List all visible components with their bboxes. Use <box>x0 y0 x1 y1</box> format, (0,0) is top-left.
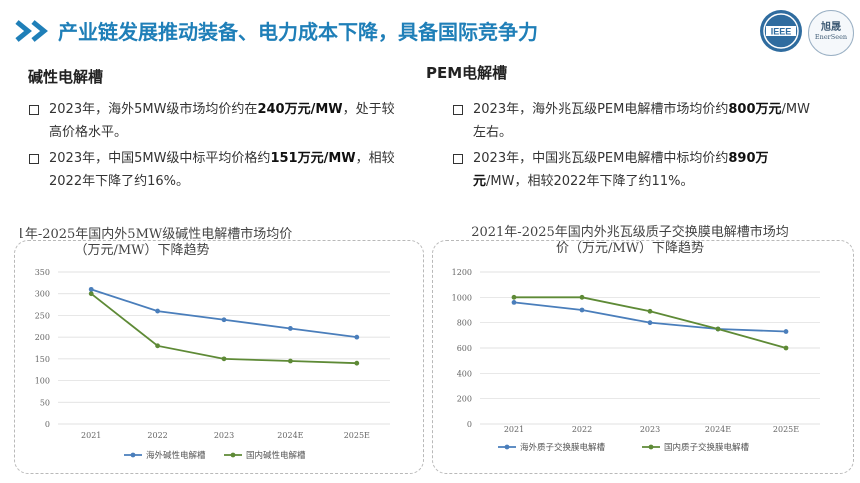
y-tick-label: 100 <box>35 377 50 386</box>
data-point <box>288 358 293 364</box>
data-point <box>579 307 585 313</box>
logo-left-text: IEEE <box>771 27 792 37</box>
pem-chart-card <box>432 240 854 474</box>
y-tick-label: 600 <box>457 344 472 353</box>
company-logo-right: 旭晟 EnerSeen <box>808 10 854 56</box>
bullet-square-icon <box>453 105 463 115</box>
bullet-square-icon <box>29 154 39 164</box>
y-tick-label: 50 <box>40 398 50 407</box>
legend-label: 国内质子交换膜电解槽 <box>664 442 750 453</box>
data-point <box>221 317 227 323</box>
x-tick-label: 2025E <box>344 431 370 440</box>
data-point <box>88 291 94 297</box>
data-point <box>647 320 653 326</box>
y-tick-label: 1200 <box>452 268 472 277</box>
y-tick-label: 150 <box>35 355 50 364</box>
y-tick-label: 200 <box>35 333 50 342</box>
data-point <box>288 326 293 331</box>
company-logo-left: IEEE <box>760 10 802 52</box>
x-tick-label: 2022 <box>572 425 592 434</box>
legend-marker <box>230 452 236 458</box>
alkaline-price-chart: 2021年-2025年国内外5MW级碱性电解槽市场均价（万元/MW）下降趋势 0 5… <box>20 226 390 461</box>
chevron-double-right-icon <box>15 20 48 42</box>
data-point <box>155 308 161 314</box>
y-tick-label: 0 <box>45 420 50 429</box>
y-tick-label: 800 <box>457 319 472 328</box>
x-tick-label: 2021 <box>504 425 524 434</box>
legend-marker <box>504 444 510 450</box>
bullet-item: 2023年，中国5MW级中标平均价格约151万元/MW，相较2022年下降了约1… <box>28 147 400 193</box>
data-point <box>155 343 161 349</box>
y-tick-label: 200 <box>457 395 472 404</box>
x-tick-label: 2022 <box>147 431 167 440</box>
data-point <box>647 308 653 314</box>
x-tick-label: 2025E <box>773 425 799 434</box>
y-tick-label: 0 <box>467 420 472 429</box>
x-tick-label: 2023 <box>640 425 660 434</box>
data-point <box>354 334 360 340</box>
alkaline-bullet-list: 2023年，海外5MW级市场均价约在240万元/MW，处于较高价格水平。 202… <box>28 98 400 196</box>
x-tick-label: 2024E <box>277 431 303 440</box>
series-line <box>513 301 787 333</box>
data-point <box>715 326 721 332</box>
logo-right-en: EnerSeen <box>814 33 848 41</box>
data-point <box>88 286 94 292</box>
data-point <box>221 356 227 362</box>
chart-title-line: 价（万元/MW）下降趋势 <box>556 240 704 256</box>
chart-title-line: （万元/MW）下降趋势 <box>74 242 209 258</box>
data-point <box>783 345 789 351</box>
logo-right-cn: 旭晟 <box>821 22 841 33</box>
pem-bullet-list: 2023年，海外兆瓦级PEM电解槽市场均价约800万元/MW左右。 2023年，… <box>452 98 818 196</box>
legend-marker <box>648 444 654 450</box>
y-tick-label: 400 <box>457 369 472 378</box>
legend-marker <box>130 452 136 458</box>
data-point <box>783 329 789 334</box>
chart-title-line: 2021年-2025年国内外兆瓦级质子交换膜电解槽市场均 <box>471 224 789 240</box>
bullet-item: 2023年，中国兆瓦级PEM电解槽中标均价约890万元/MW，相较2022年下降… <box>452 147 818 193</box>
data-point <box>354 360 360 366</box>
bullet-square-icon <box>29 105 39 115</box>
bullet-square-icon <box>453 154 463 164</box>
data-point <box>579 294 585 300</box>
bullet-item: 2023年，海外兆瓦级PEM电解槽市场均价约800万元/MW左右。 <box>452 98 818 144</box>
y-tick-label: 1000 <box>452 293 472 302</box>
series-line <box>90 293 357 365</box>
alkaline-chart-card <box>14 240 424 474</box>
y-tick-label: 300 <box>35 290 50 299</box>
x-tick-label: 2021 <box>81 431 101 440</box>
x-tick-label: 2024E <box>705 425 731 434</box>
series-line <box>90 288 357 339</box>
bullet-item: 2023年，海外5MW级市场均价约在240万元/MW，处于较高价格水平。 <box>28 98 400 144</box>
chart-title-line: 2021年-2025年国内外5MW级碱性电解槽市场均价 <box>20 226 292 242</box>
alkaline-heading: 碱性电解槽 <box>28 68 104 86</box>
legend-label: 海外碱性电解槽 <box>146 450 206 461</box>
legend-label: 国内碱性电解槽 <box>246 450 306 461</box>
page-title: 产业链发展推动装备、电力成本下降，具备国际竞争力 <box>58 20 538 44</box>
x-tick-label: 2023 <box>214 431 234 440</box>
data-point <box>511 300 517 305</box>
pem-heading: PEM电解槽 <box>426 64 508 82</box>
y-tick-label: 250 <box>35 311 50 320</box>
data-point <box>511 294 517 300</box>
pem-price-chart: 2021年-2025年国内外兆瓦级质子交换膜电解槽市场均价（万元/MW）下降趋势… <box>452 224 820 453</box>
legend-label: 海外质子交换膜电解槽 <box>520 442 606 453</box>
y-tick-label: 350 <box>35 268 50 277</box>
